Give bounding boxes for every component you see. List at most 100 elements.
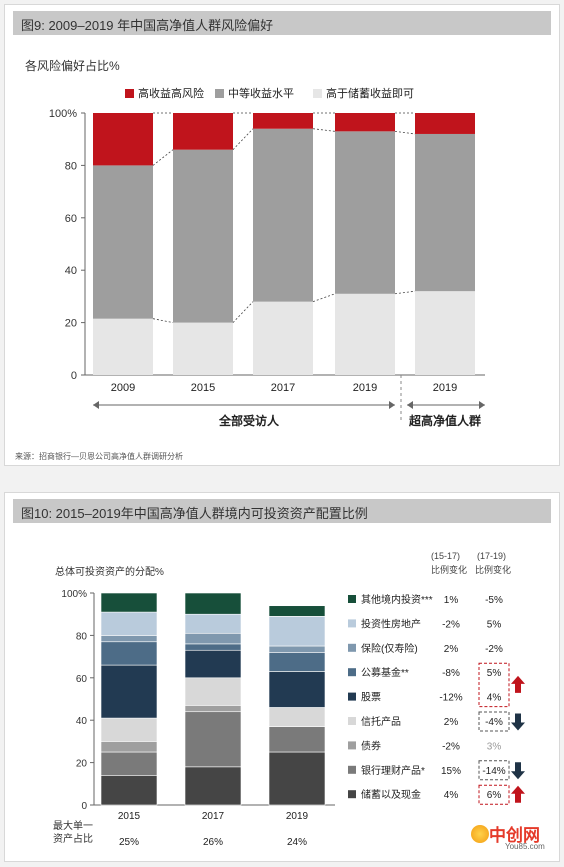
figure-9-panel: 图9: 2009–2019 年中国高净值人群风险偏好 各风险偏好占比% 高收益高… bbox=[4, 4, 560, 466]
y-tick-label: 0 bbox=[81, 801, 87, 812]
largest-asset-label-line2: 资产占比 bbox=[53, 834, 93, 845]
bar-connector bbox=[312, 293, 336, 303]
legend-swatch-4 bbox=[348, 692, 356, 701]
down-arrow-icon bbox=[511, 713, 525, 731]
legend-label-6: 债券 bbox=[361, 739, 381, 752]
y-tick-label: 20 bbox=[65, 318, 77, 330]
bar-segment-1 bbox=[100, 751, 158, 776]
bar-segment-0 bbox=[415, 113, 475, 134]
legend-swatch-2 bbox=[313, 89, 322, 98]
change-15-17: 1% bbox=[444, 595, 459, 606]
bar-segment-2 bbox=[335, 293, 395, 375]
y-tick-label: 60 bbox=[76, 674, 88, 685]
legend-label-2: 高于储蓄收益即可 bbox=[326, 86, 414, 100]
y-tick-label: 80 bbox=[76, 631, 88, 642]
bar-segment-3 bbox=[184, 677, 242, 706]
change-header-17-19-years: (17-19) bbox=[477, 551, 507, 561]
up-arrow-icon bbox=[511, 675, 525, 693]
figure-10-title: 图10: 2015–2019年中国高净值人群境内可投资资产配置比例 bbox=[21, 506, 368, 521]
change-17-19: -4% bbox=[485, 717, 503, 728]
bar-segment-0 bbox=[173, 113, 233, 150]
change-15-17: 15% bbox=[441, 766, 461, 777]
up-arrow-icon bbox=[511, 785, 525, 803]
change-15-17: 2% bbox=[444, 717, 459, 728]
bar-segment-2 bbox=[173, 322, 233, 375]
bar-connector bbox=[232, 301, 254, 323]
change-15-17: -2% bbox=[442, 619, 460, 630]
group-label-all: 全部受访人 bbox=[218, 413, 280, 428]
largest-asset-value: 26% bbox=[203, 837, 223, 848]
change-15-17: -8% bbox=[442, 668, 460, 679]
bar-segment-2 bbox=[253, 301, 313, 375]
bar-segment-0 bbox=[100, 775, 158, 806]
change-header-15-17-label: 比例变化 bbox=[431, 565, 468, 575]
figure-9-title: 图9: 2009–2019 年中国高净值人群风险偏好 bbox=[21, 18, 274, 33]
bar-segment-4 bbox=[100, 664, 158, 719]
bar-segment-4 bbox=[184, 649, 242, 679]
legend-label-7: 银行理财产品* bbox=[361, 764, 425, 777]
figure-9-title-bar: 图9: 2009–2019 年中国高净值人群风险偏好 bbox=[13, 11, 551, 35]
change-17-19: 5% bbox=[487, 619, 502, 630]
bar-segment-3 bbox=[100, 717, 158, 742]
change-15-17: 4% bbox=[444, 790, 459, 801]
change-17-19: -14% bbox=[482, 766, 505, 777]
bar-segment-0 bbox=[184, 766, 242, 806]
bar-segment-1 bbox=[253, 128, 313, 302]
change-17-19: -2% bbox=[485, 644, 503, 655]
bar-segment-5 bbox=[184, 643, 242, 651]
x-tick-label: 2015 bbox=[191, 382, 215, 394]
bar-segment-8 bbox=[100, 592, 158, 613]
change-17-19: 5% bbox=[487, 668, 502, 679]
figure-9-chart: 高收益高风险 中等收益水平 高于储蓄收益即可 100% 80 60 40 20 0 2009 201… bbox=[49, 86, 485, 428]
x-tick-label: 2017 bbox=[202, 811, 225, 822]
bar-segment-8 bbox=[268, 605, 326, 617]
y-tick-label: 0 bbox=[71, 370, 77, 382]
bar-connector bbox=[394, 130, 416, 135]
legend-label-1: 中等收益水平 bbox=[228, 86, 294, 100]
legend-swatch-0 bbox=[348, 595, 356, 603]
largest-asset-label-line1: 最大单一 bbox=[53, 821, 93, 832]
highlight-box bbox=[478, 662, 510, 708]
bar-segment-0 bbox=[253, 113, 313, 129]
down-arrow-icon bbox=[511, 762, 525, 780]
x-tick-label: 2015 bbox=[118, 811, 141, 822]
highlight-box bbox=[478, 760, 510, 781]
x-tick-label: 2019 bbox=[353, 382, 377, 394]
legend-swatch-3 bbox=[348, 668, 356, 677]
bar-segment-0 bbox=[268, 751, 326, 806]
bar-connector bbox=[312, 128, 336, 132]
bar-segment-1 bbox=[415, 133, 475, 292]
bar-connector bbox=[394, 290, 416, 295]
y-tick-label: 60 bbox=[65, 213, 77, 225]
figure-9-y-axis-title: 各风险偏好占比% bbox=[25, 59, 120, 73]
highlight-box bbox=[478, 711, 510, 732]
y-tick-label: 80 bbox=[65, 160, 77, 172]
y-tick-label: 40 bbox=[76, 716, 88, 727]
change-15-17: 2% bbox=[444, 644, 459, 655]
largest-asset-value: 24% bbox=[287, 837, 307, 848]
figure-10-y-axis-title: 总体可投资资产的分配% bbox=[55, 567, 164, 578]
bar-segment-7 bbox=[100, 611, 158, 636]
bar-segment-2 bbox=[100, 741, 158, 753]
change-17-19: 6% bbox=[487, 790, 502, 801]
legend-swatch-0 bbox=[125, 89, 134, 98]
legend-swatch-5 bbox=[348, 717, 356, 725]
bar-segment-5 bbox=[100, 641, 158, 666]
change-header-15-17-years: (15-17) bbox=[431, 551, 461, 561]
x-tick-label: 2019 bbox=[433, 382, 457, 394]
bar-segment-7 bbox=[184, 613, 242, 634]
legend-swatch-8 bbox=[348, 790, 356, 799]
legend-label-1: 投资性房地产 bbox=[361, 617, 421, 630]
bar-segment-2 bbox=[184, 705, 242, 713]
group-arrow-all-left-head bbox=[93, 401, 99, 409]
x-tick-label: 2009 bbox=[111, 382, 135, 394]
figure-10-title-bar: 图10: 2015–2019年中国高净值人群境内可投资资产配置比例 bbox=[13, 499, 551, 523]
figure-10-panel: 图10: 2015–2019年中国高净值人群境内可投资资产配置比例 总体可投资资… bbox=[4, 492, 560, 862]
bar-segment-1 bbox=[173, 149, 233, 323]
legend-swatch-1 bbox=[348, 619, 356, 628]
change-17-19: -5% bbox=[485, 595, 503, 606]
group-label-uhnw: 超高净值人群 bbox=[408, 413, 481, 428]
bar-segment-1 bbox=[268, 726, 326, 753]
group-arrow-uhnw-right-head bbox=[479, 401, 485, 409]
largest-asset-value: 25% bbox=[119, 837, 139, 848]
